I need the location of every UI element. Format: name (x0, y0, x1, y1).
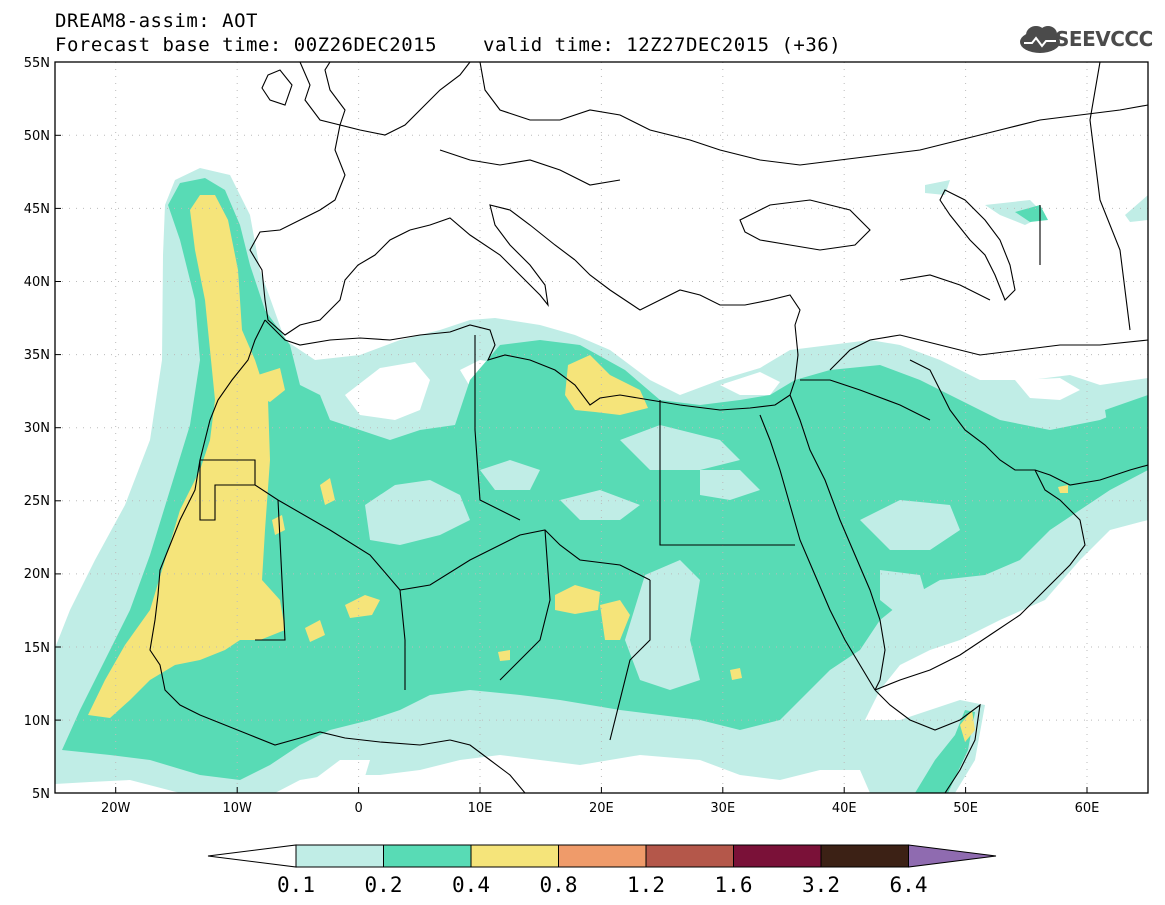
colorbar-label: 1.6 (715, 873, 753, 897)
aot-band-0.2 (62, 178, 1148, 780)
colorbar-segment (383, 844, 472, 868)
logo-text: SEEVCCC (1055, 27, 1153, 51)
lat-label: 45N (24, 202, 50, 217)
lon-label: 40E (832, 801, 857, 816)
colorbar-segment (470, 844, 559, 868)
map-title: DREAM8-assim: AOT (55, 10, 258, 32)
graticule (55, 62, 1148, 793)
lon-label: 30E (710, 801, 735, 816)
valid-time: valid time: 12Z27DEC2015 (+36) (483, 34, 842, 56)
lon-label: 20W (101, 801, 131, 816)
lat-label: 10N (24, 714, 50, 729)
lat-label: 5N (32, 787, 50, 802)
lon-label: 10E (468, 801, 493, 816)
lat-label: 20N (24, 567, 50, 582)
aot-band-0.1-east (1125, 195, 1148, 222)
colorbar-label: 0.2 (365, 873, 403, 897)
forecast-base-time: Forecast base time: 00Z26DEC2015 (55, 34, 438, 56)
coastlines (149, 62, 1148, 793)
colorbar (207, 844, 997, 868)
colorbar-segment (733, 844, 822, 868)
lat-label: 55N (24, 56, 50, 71)
colorbar-label: 6.4 (890, 873, 928, 897)
lat-label: 30N (24, 421, 50, 436)
lat-label: 40N (24, 275, 50, 290)
aot-field (55, 62, 1148, 793)
colorbar-segment (558, 844, 647, 868)
lat-label: 25N (24, 494, 50, 509)
colorbar-label: 0.8 (540, 873, 578, 897)
aot-band-0.2-east (1105, 395, 1148, 440)
lon-label: 10W (222, 801, 252, 816)
colorbar-low-arrow (207, 844, 297, 868)
colorbar-label: 3.2 (802, 873, 840, 897)
lon-label: 0 (354, 801, 362, 816)
colorbar-label: 0.4 (452, 873, 490, 897)
aot-band-0.1-north (925, 180, 950, 195)
colorbar-high-arrow (908, 844, 997, 868)
lat-label: 50N (24, 129, 50, 144)
aot-band-0.2-somalia (915, 710, 975, 793)
lon-label: 60E (1075, 801, 1100, 816)
colorbar-segment (295, 844, 384, 868)
colorbar-segment (645, 844, 734, 868)
cloud-icon (1020, 26, 1060, 53)
colorbar-label: 0.1 (277, 873, 315, 897)
aot-band-0.4 (88, 195, 285, 718)
axis-ticks (55, 61, 1088, 793)
lat-label: 35N (24, 348, 50, 363)
lon-label: 50E (953, 801, 978, 816)
lon-label: 20E (589, 801, 614, 816)
colorbar-label: 1.2 (627, 873, 665, 897)
lat-label: 15N (24, 641, 50, 656)
colorbar-segment (820, 844, 909, 868)
